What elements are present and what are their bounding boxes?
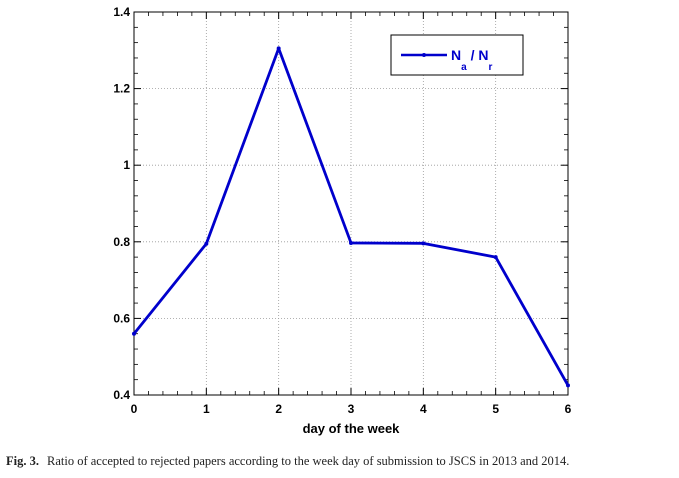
figure-caption: Fig. 3. Ratio of accepted to rejected pap…: [6, 454, 678, 469]
legend-sub-a: a: [461, 62, 467, 73]
y-tick-label-4: 1.2: [113, 82, 130, 96]
x-tick-label-5: 5: [492, 402, 499, 416]
x-tick-label-0: 0: [131, 402, 138, 416]
series-layer: [132, 46, 570, 388]
y-tick-label-5: 1.4: [113, 5, 130, 19]
legend: Na / Nr: [390, 34, 524, 76]
data-point-0-5: [493, 255, 498, 260]
y-tick-label-2: 0.8: [113, 235, 130, 249]
legend-slash-n: / N: [467, 47, 489, 63]
data-point-0-6: [566, 383, 570, 388]
figure-caption-text: Ratio of accepted to rejected papers acc…: [46, 454, 570, 468]
y-tick-label-1: 0.6: [113, 311, 130, 325]
x-tick-labels: 0 1 2 3 4 5 6: [131, 402, 572, 416]
legend-label-na-nr: Na / Nr: [451, 47, 492, 73]
y-tick-label-3: 1: [123, 158, 130, 172]
legend-marker: [422, 53, 426, 57]
legend-sub-r: r: [488, 62, 492, 73]
chart: 0 1 2 3 4 5 6 0.4 0.6 0.8 1 1.2 1.4 day of the week…: [113, 5, 572, 436]
y-tick-label-0: 0.4: [113, 388, 130, 402]
x-tick-label-1: 1: [203, 402, 210, 416]
figure-label: Fig. 3.: [6, 454, 39, 468]
x-tick-label-4: 4: [420, 402, 427, 416]
legend-n: N: [451, 47, 461, 63]
y-tick-labels: 0.4 0.6 0.8 1 1.2 1.4: [113, 5, 130, 402]
data-point-0-0: [132, 331, 136, 336]
x-tick-label-2: 2: [275, 402, 282, 416]
data-point-0-3: [349, 240, 353, 245]
data-point-0-2: [276, 46, 281, 51]
data-point-0-4: [421, 241, 426, 246]
minor-ticks: [134, 12, 568, 395]
x-axis-title: day of the week: [303, 421, 401, 436]
x-tick-label-3: 3: [348, 402, 355, 416]
x-tick-label-6: 6: [565, 402, 572, 416]
data-point-0-1: [204, 241, 209, 246]
plot-area-frame: [133, 11, 569, 396]
